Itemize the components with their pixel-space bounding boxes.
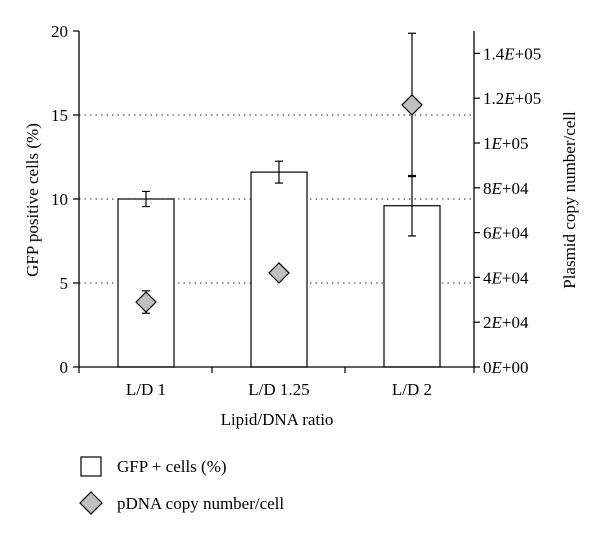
right-tick-label: 2E+04 — [483, 313, 529, 332]
right-axis-ticks: 0E+00 2E+04 4E+04 6E+04 8E+04 1E+05 1.2E+05 1.4… — [474, 44, 541, 377]
right-tick-label: 4E+04 — [483, 268, 529, 287]
x-tick-label: L/D 1 — [126, 380, 166, 399]
legend-bar-swatch — [80, 456, 102, 477]
right-tick-label: 1E+05 — [483, 134, 528, 153]
left-axis-title: GFP positive cells (%) — [23, 123, 42, 277]
right-tick-label: 6E+04 — [483, 224, 529, 243]
legend: GFP + cells (%) pDNA copy number/cell — [79, 456, 284, 515]
left-axis-ticks: 0 5 10 15 20 — [51, 22, 79, 377]
left-tick-label: 10 — [51, 190, 68, 209]
bar — [117, 198, 175, 368]
x-axis-title: Lipid/DNA ratio — [221, 410, 334, 429]
diamond-marker — [268, 262, 290, 284]
right-tick-label: 1.2E+05 — [483, 89, 541, 108]
x-axis-ticks: L/D 1 L/D 1.25 L/D 2 — [78, 367, 475, 399]
left-tick-label: 20 — [51, 22, 68, 41]
right-tick-label: 0E+00 — [483, 358, 528, 377]
left-tick-label: 15 — [51, 106, 68, 125]
diamond-marker — [135, 291, 157, 313]
diamond-markers — [135, 32, 423, 314]
right-tick-label: 8E+04 — [483, 179, 529, 198]
legend-diamond-swatch — [79, 491, 103, 515]
legend-bar-label: GFP + cells (%) — [117, 457, 227, 476]
left-tick-label: 0 — [60, 358, 69, 377]
diamond-marker — [401, 94, 423, 116]
left-tick-label: 5 — [60, 274, 69, 293]
x-tick-label: L/D 2 — [392, 380, 432, 399]
x-tick-label: L/D 1.25 — [248, 380, 309, 399]
bars — [117, 160, 441, 368]
right-tick-label: 1.4E+05 — [483, 44, 541, 63]
legend-diamond-label: pDNA copy number/cell — [117, 494, 284, 513]
right-axis-title: Plasmid copy number/cell — [560, 111, 579, 289]
